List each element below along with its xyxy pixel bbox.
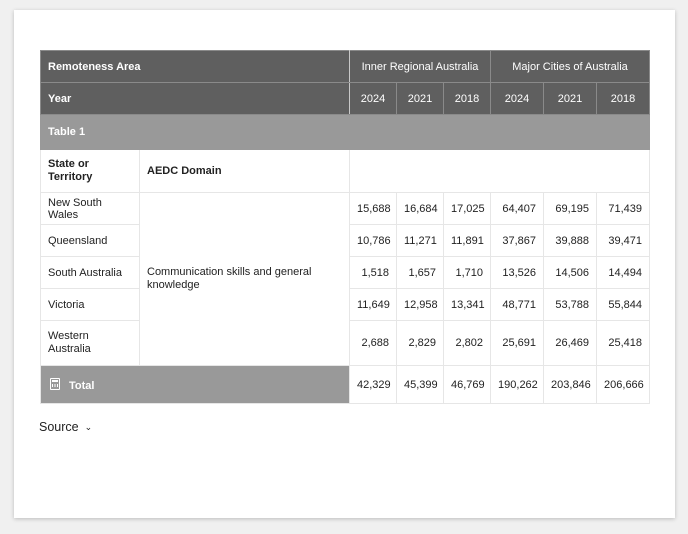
remoteness-label: Remoteness Area <box>40 50 350 83</box>
year-label: Year <box>40 82 350 115</box>
header-row-year: Year 2024 2021 2018 2024 2021 2018 <box>40 82 651 115</box>
value-cell: 12,958 <box>396 288 444 321</box>
state-column-header: State or Territory <box>40 149 140 193</box>
total-value-cell: 45,399 <box>396 365 444 404</box>
value-cell: 13,341 <box>442 288 492 321</box>
value-cell: 25,418 <box>596 320 651 366</box>
value-cell: 55,844 <box>596 288 651 321</box>
total-value-cell: 42,329 <box>349 365 397 404</box>
calculator-icon <box>50 377 60 390</box>
domain-column-header: AEDC Domain <box>139 149 350 193</box>
empty-cell <box>348 149 651 193</box>
value-cell: 1,657 <box>396 256 444 289</box>
total-label-cell: Total <box>40 365 350 404</box>
year-header: 2024 <box>349 82 397 115</box>
source-toggle[interactable]: Source ⌄ <box>39 420 92 434</box>
value-cell: 2,688 <box>349 320 397 366</box>
state-cell: South Australia <box>40 256 140 289</box>
value-cell: 2,829 <box>396 320 444 366</box>
value-cell: 48,771 <box>490 288 545 321</box>
value-cell: 16,684 <box>396 192 444 225</box>
region-major-cities: Major Cities of Australia <box>490 50 651 83</box>
table-row: Victoria 11,649 12,958 13,341 48,771 53,… <box>40 288 651 321</box>
state-cell: Western Australia <box>40 320 140 366</box>
total-row: Total 42,329 45,399 46,769 190,262 203,8… <box>40 365 651 404</box>
year-header: 2021 <box>396 82 444 115</box>
value-cell: 15,688 <box>349 192 397 225</box>
value-cell: 25,691 <box>490 320 545 366</box>
value-cell: 14,494 <box>596 256 651 289</box>
total-value-cell: 206,666 <box>596 365 651 404</box>
group-row: Table 1 <box>39 114 651 150</box>
value-cell: 11,649 <box>349 288 397 321</box>
value-cell: 37,867 <box>490 224 545 257</box>
value-cell: 1,518 <box>349 256 397 289</box>
table-row: Queensland 10,786 11,271 11,891 37,867 3… <box>40 224 651 257</box>
header-row-remoteness: Remoteness Area Inner Regional Australia… <box>40 50 651 83</box>
table-card: Remoteness Area Inner Regional Australia… <box>14 10 675 518</box>
table-row: Western Australia 2,688 2,829 2,802 25,6… <box>40 320 651 366</box>
domain-cell: Communication skills and general knowled… <box>139 192 350 366</box>
year-header: 2024 <box>490 82 545 115</box>
value-cell: 14,506 <box>543 256 598 289</box>
value-cell: 13,526 <box>490 256 545 289</box>
value-cell: 10,786 <box>349 224 397 257</box>
total-value-cell: 190,262 <box>490 365 545 404</box>
year-header: 2018 <box>442 82 492 115</box>
value-cell: 53,788 <box>543 288 598 321</box>
source-label: Source <box>39 420 79 434</box>
value-cell: 26,469 <box>543 320 598 366</box>
year-header: 2021 <box>543 82 598 115</box>
value-cell: 64,407 <box>490 192 545 225</box>
state-cell: Queensland <box>40 224 140 257</box>
region-inner-regional: Inner Regional Australia <box>348 50 492 83</box>
table-row: New South Wales Communication skills and… <box>40 192 651 366</box>
total-value-cell: 46,769 <box>442 365 492 404</box>
value-cell: 39,888 <box>543 224 598 257</box>
state-cell: New South Wales <box>40 192 140 225</box>
value-cell: 17,025 <box>442 192 492 225</box>
value-cell: 11,891 <box>442 224 492 257</box>
value-cell: 71,439 <box>596 192 651 225</box>
table-row: South Australia 1,518 1,657 1,710 13,526… <box>40 256 651 289</box>
value-cell: 2,802 <box>442 320 492 366</box>
group-label: Table 1 <box>39 114 651 150</box>
data-table: Remoteness Area Inner Regional Australia… <box>39 50 651 404</box>
value-cell: 39,471 <box>596 224 651 257</box>
state-cell: Victoria <box>40 288 140 321</box>
value-cell: 11,271 <box>396 224 444 257</box>
chevron-down-icon: ⌄ <box>84 422 93 432</box>
value-cell: 1,710 <box>442 256 492 289</box>
value-cell: 69,195 <box>543 192 598 225</box>
total-value-cell: 203,846 <box>543 365 598 404</box>
year-header: 2018 <box>596 82 651 115</box>
total-label: Total <box>69 379 95 392</box>
subheader-row: State or Territory AEDC Domain <box>40 149 651 193</box>
